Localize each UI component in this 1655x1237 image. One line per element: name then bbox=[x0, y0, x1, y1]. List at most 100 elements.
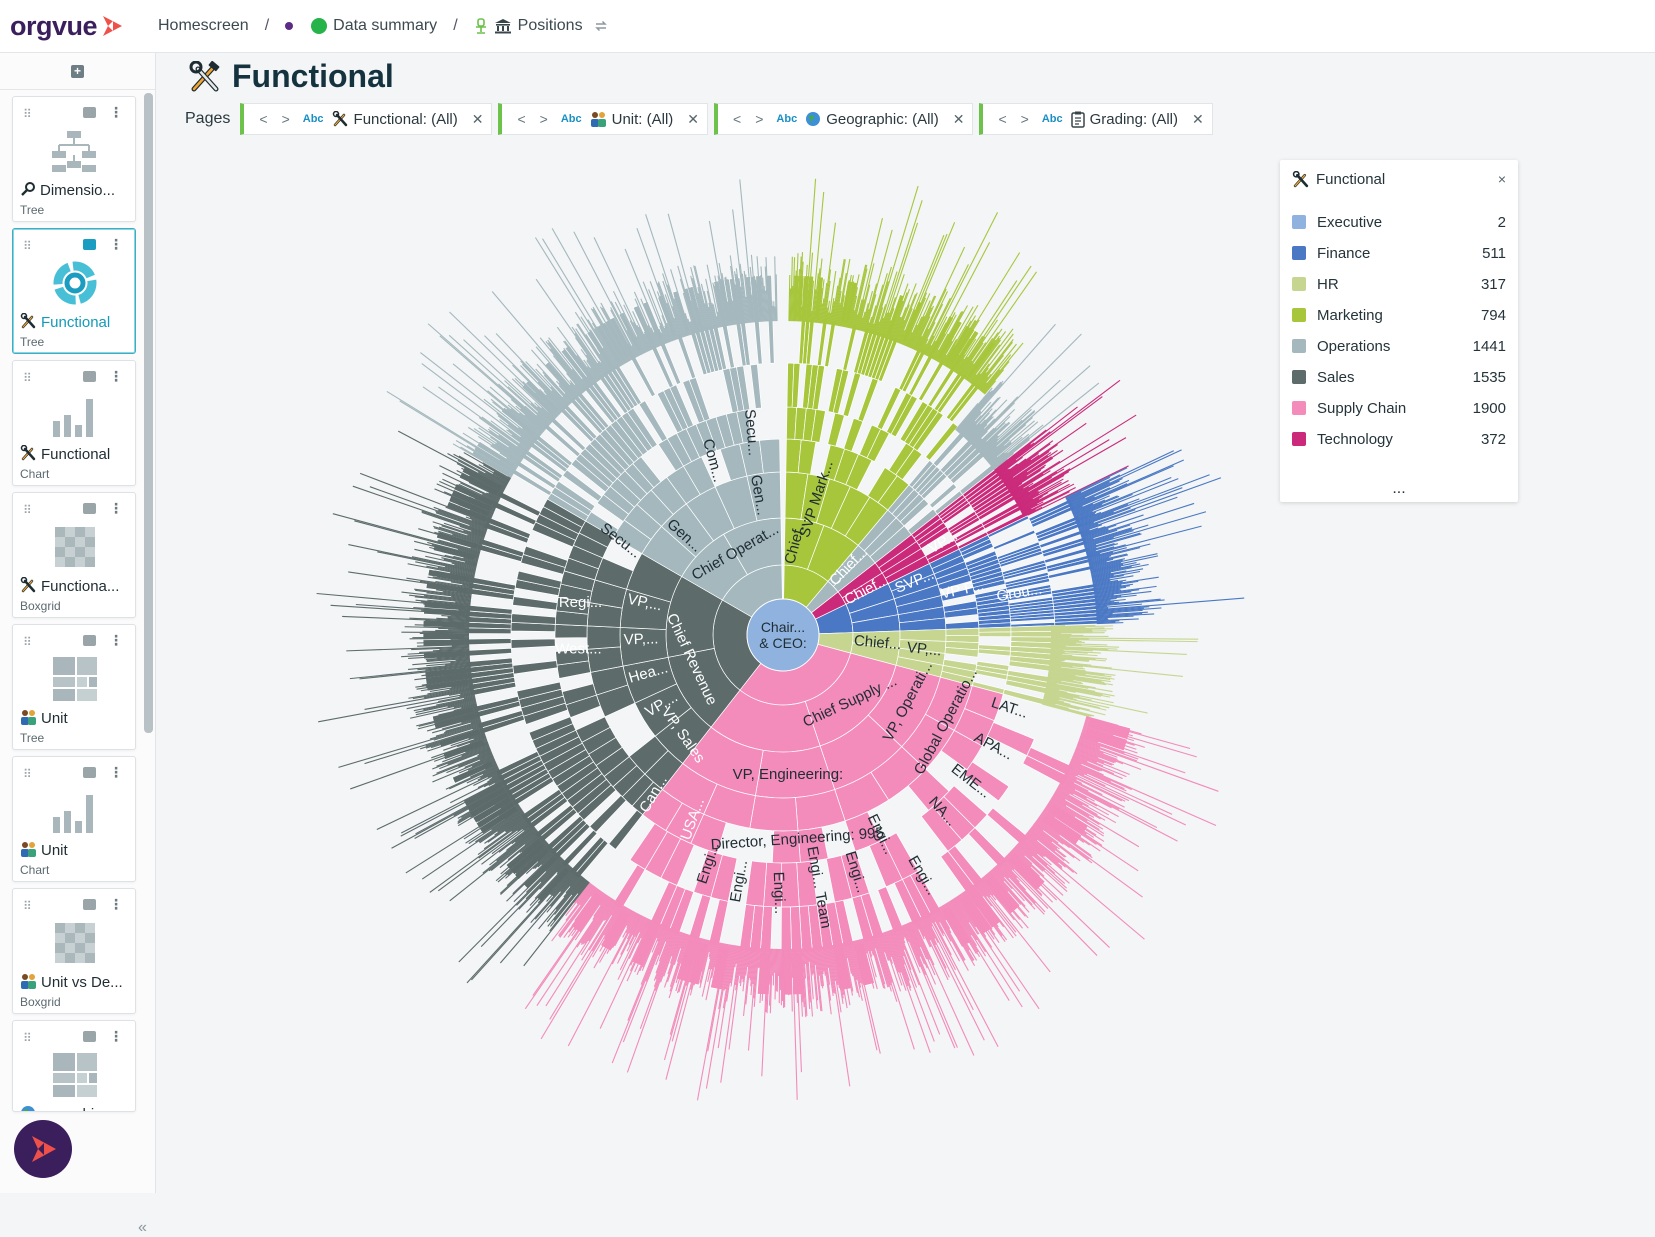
sunburst-segment[interactable] bbox=[609, 810, 643, 849]
legend-label: Supply Chain bbox=[1317, 400, 1406, 417]
duplicate-icon[interactable] bbox=[83, 107, 96, 118]
view-card[interactable]: ⠿⋮Dimensio...Tree bbox=[12, 96, 136, 222]
sunburst-segment[interactable] bbox=[844, 418, 863, 451]
view-card[interactable]: ⠿⋮...graphic bbox=[12, 1020, 136, 1112]
duplicate-icon[interactable] bbox=[83, 635, 96, 646]
sunburst-segment[interactable] bbox=[513, 661, 558, 675]
sunburst-segment[interactable] bbox=[511, 614, 555, 625]
more-options-icon[interactable]: ⋮ bbox=[109, 1028, 123, 1045]
more-options-icon[interactable]: ⋮ bbox=[109, 764, 123, 781]
chevron-left-icon[interactable]: < bbox=[998, 111, 1006, 127]
collapse-sidebar-button[interactable]: « bbox=[138, 1219, 147, 1237]
sunburst-segment[interactable] bbox=[918, 359, 945, 401]
breadcrumb-positions-label: Positions bbox=[518, 17, 583, 35]
sunburst-segment[interactable] bbox=[759, 439, 780, 473]
orgvue-assistant-button[interactable] bbox=[14, 1120, 72, 1178]
sunburst-segment[interactable] bbox=[792, 363, 800, 407]
chevron-right-icon[interactable]: > bbox=[1021, 111, 1029, 127]
sunburst-segment[interactable] bbox=[754, 318, 762, 364]
duplicate-icon[interactable] bbox=[83, 1031, 96, 1042]
sunburst-segment[interactable] bbox=[899, 347, 922, 390]
chevron-right-icon[interactable]: > bbox=[540, 111, 548, 127]
duplicate-icon[interactable] bbox=[83, 371, 96, 382]
sunburst-segment[interactable] bbox=[768, 317, 774, 363]
drag-handle-icon[interactable]: ⠿ bbox=[23, 635, 31, 649]
sunburst-segment-label: Regi... bbox=[559, 594, 602, 611]
sunburst-segment[interactable] bbox=[513, 597, 558, 610]
clear-filter-icon[interactable]: ✕ bbox=[472, 111, 484, 128]
more-options-icon[interactable]: ⋮ bbox=[109, 104, 123, 121]
duplicate-icon[interactable] bbox=[83, 239, 96, 250]
more-options-icon[interactable]: ⋮ bbox=[109, 500, 123, 517]
duplicate-icon[interactable] bbox=[83, 899, 96, 910]
functional-sunburst-chart[interactable]: Chair...& CEO:Chief...SVP Mark...Chief..… bbox=[165, 128, 1275, 1193]
sunburst-segment[interactable] bbox=[979, 632, 1011, 637]
legend-count: 317 bbox=[1481, 276, 1506, 293]
sunburst-segment[interactable] bbox=[709, 899, 728, 946]
add-view-button[interactable]: + bbox=[71, 65, 84, 78]
sunburst-segment[interactable] bbox=[465, 648, 511, 656]
view-card[interactable]: ⠿⋮Functiona...Boxgrid bbox=[12, 492, 136, 618]
orgvue-logo[interactable]: orgvue bbox=[10, 11, 130, 42]
sunburst-segment[interactable] bbox=[946, 628, 979, 635]
sidebar-scrollbar[interactable] bbox=[144, 93, 153, 733]
chevron-right-icon[interactable]: > bbox=[755, 111, 763, 127]
clear-filter-icon[interactable]: ✕ bbox=[953, 111, 965, 128]
view-card[interactable]: ⠿⋮Unit vs De...Boxgrid bbox=[12, 888, 136, 1014]
sunburst-segment[interactable] bbox=[689, 895, 711, 942]
more-options-icon[interactable]: ⋮ bbox=[109, 368, 123, 385]
globe-icon bbox=[20, 1108, 36, 1112]
drag-handle-icon[interactable]: ⠿ bbox=[23, 239, 31, 253]
chevron-left-icon[interactable]: < bbox=[259, 111, 267, 127]
chevron-left-icon[interactable]: < bbox=[733, 111, 741, 127]
sunburst-segment[interactable] bbox=[979, 627, 1011, 632]
more-options-icon[interactable]: ⋮ bbox=[109, 236, 123, 253]
sunburst-segment[interactable] bbox=[1011, 626, 1055, 632]
breadcrumb: Homescreen / Data summary / Positions bbox=[158, 17, 609, 35]
breadcrumb-data-summary[interactable]: Data summary bbox=[285, 17, 437, 35]
drag-handle-icon[interactable]: ⠿ bbox=[23, 899, 31, 913]
drag-handle-icon[interactable]: ⠿ bbox=[23, 1031, 31, 1045]
sunburst-segment[interactable] bbox=[555, 624, 587, 638]
more-options-icon[interactable]: ⋮ bbox=[109, 632, 123, 649]
sunburst-segment[interactable] bbox=[1011, 631, 1055, 637]
more-options-icon[interactable]: ⋮ bbox=[109, 896, 123, 913]
duplicate-icon[interactable] bbox=[83, 767, 96, 778]
sunburst-segment[interactable] bbox=[750, 364, 761, 408]
drag-handle-icon[interactable]: ⠿ bbox=[23, 503, 31, 517]
duplicate-icon[interactable] bbox=[83, 503, 96, 514]
drag-handle-icon[interactable]: ⠿ bbox=[23, 107, 31, 121]
chevron-left-icon[interactable]: < bbox=[517, 111, 525, 127]
sunburst-segment[interactable] bbox=[828, 413, 845, 446]
sunburst-segment[interactable] bbox=[511, 639, 555, 648]
clear-filter-icon[interactable]: ✕ bbox=[1192, 111, 1204, 128]
sunburst-segment[interactable] bbox=[798, 440, 816, 474]
clear-filter-icon[interactable]: ✕ bbox=[687, 111, 699, 128]
refresh-icon[interactable] bbox=[593, 18, 609, 34]
sunburst-segment[interactable] bbox=[750, 796, 798, 831]
breadcrumb-positions[interactable]: Positions bbox=[474, 17, 609, 35]
sunburst-segment[interactable] bbox=[465, 639, 511, 645]
drag-handle-icon[interactable]: ⠿ bbox=[23, 371, 31, 385]
chevron-right-icon[interactable]: > bbox=[282, 111, 290, 127]
sunburst-segment[interactable] bbox=[843, 325, 857, 371]
view-card-name: Functiona... bbox=[20, 577, 119, 597]
breadcrumb-homescreen[interactable]: Homescreen bbox=[158, 17, 249, 35]
legend-more-button[interactable]: ... bbox=[1280, 480, 1518, 498]
sunburst-segment[interactable] bbox=[858, 378, 878, 421]
drag-handle-icon[interactable]: ⠿ bbox=[23, 767, 31, 781]
legend-swatch bbox=[1292, 401, 1306, 415]
legend-close-button[interactable]: × bbox=[1498, 171, 1506, 187]
